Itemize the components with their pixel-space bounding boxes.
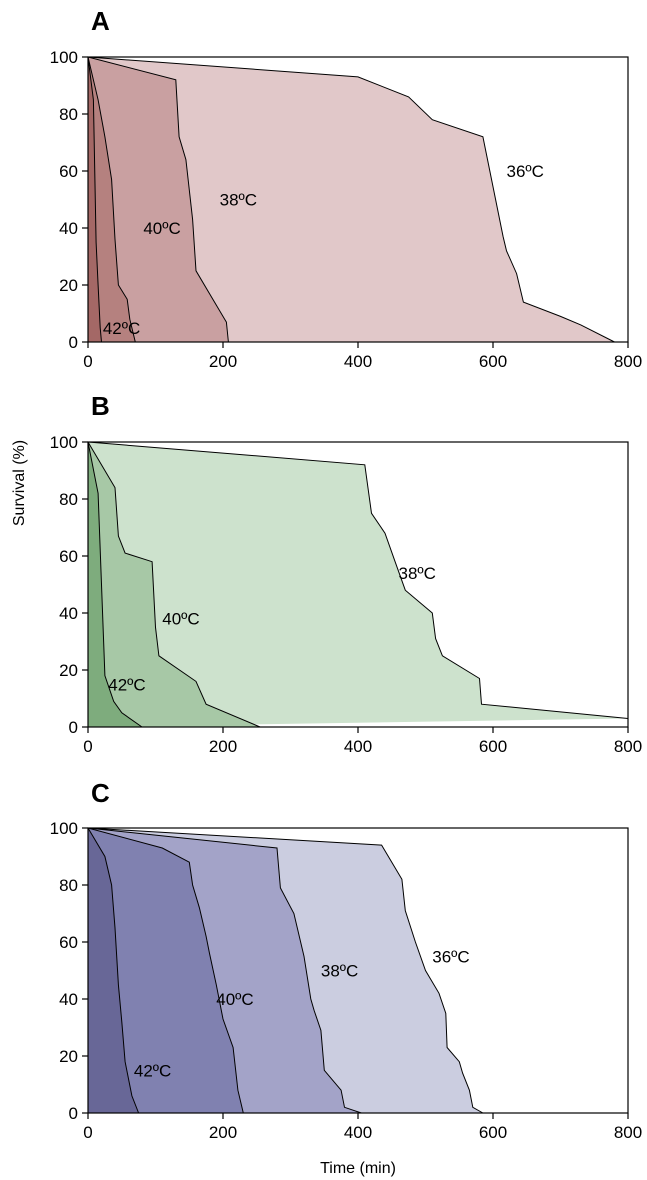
curve-label-40c: 40ºC — [162, 610, 199, 629]
x-axis-title: Time (min) — [320, 1160, 396, 1177]
x-tick-label: 200 — [209, 737, 237, 756]
curve-label-42c: 42ºC — [134, 1061, 171, 1080]
curve-label-38c: 38ºC — [321, 962, 358, 981]
area-38c — [88, 442, 628, 727]
curve-40c — [87, 56, 136, 343]
panel-c: 0 20 40 60 80 100 0 200 400 600 800 36ºC 38ºC 40ºC 42º… — [50, 778, 643, 1142]
area-36c — [88, 57, 615, 342]
area-42c — [88, 828, 139, 1113]
y-tick-label: 20 — [59, 661, 78, 680]
curve-42c — [87, 827, 140, 1114]
x-tick-label: 200 — [209, 1123, 237, 1142]
curve-40c — [87, 827, 244, 1114]
x-tick-label: 400 — [344, 737, 372, 756]
curve-40c — [87, 441, 261, 728]
panel-b: 0 20 40 60 80 100 0 200 400 600 800 38ºC 40ºC 42ºC B — [50, 391, 643, 756]
curve-36c — [87, 827, 484, 1114]
y-tick-label: 0 — [69, 1104, 78, 1123]
curve-label-38c: 38ºC — [220, 191, 257, 210]
y-tick-label: 40 — [59, 219, 78, 238]
x-tick-label: 0 — [83, 737, 92, 756]
y-tick-label: 20 — [59, 1047, 78, 1066]
y-tick-label: 80 — [59, 490, 78, 509]
area-40c — [88, 442, 261, 727]
x-tick-label: 600 — [479, 352, 507, 371]
x-tick-label: 0 — [83, 352, 92, 371]
curve-label-36c: 36ºC — [432, 947, 469, 966]
panel-label-c: C — [91, 778, 110, 808]
x-tick-label: 400 — [344, 1123, 372, 1142]
y-tick-label: 100 — [50, 819, 78, 838]
y-tick-label: 0 — [69, 333, 78, 352]
x-tick-label: 0 — [83, 1123, 92, 1142]
panel-label-b: B — [91, 391, 110, 421]
y-tick-label: 80 — [59, 876, 78, 895]
y-tick-label: 20 — [59, 276, 78, 295]
y-tick-label: 100 — [50, 48, 78, 67]
y-tick-label: 60 — [59, 162, 78, 181]
panel-label-a: A — [91, 6, 110, 36]
curve-label-42c: 42ºC — [103, 319, 140, 338]
y-tick-label: 40 — [59, 990, 78, 1009]
x-tick-label: 600 — [479, 1123, 507, 1142]
y-tick-label: 100 — [50, 433, 78, 452]
x-tick-label: 800 — [614, 352, 642, 371]
panel-a: 0 20 40 60 80 100 0 200 400 600 800 36ºC 38ºC 40ºC 42º… — [50, 6, 643, 371]
y-tick-label: 60 — [59, 547, 78, 566]
curve-label-36c: 36ºC — [507, 162, 544, 181]
curve-label-40c: 40ºC — [143, 219, 180, 238]
area-42c — [88, 57, 102, 342]
x-tick-label: 600 — [479, 737, 507, 756]
area-40c — [88, 828, 244, 1113]
y-tick-label: 60 — [59, 933, 78, 952]
x-tick-label: 200 — [209, 352, 237, 371]
y-tick-label: 80 — [59, 105, 78, 124]
x-tick-label: 800 — [614, 1123, 642, 1142]
curve-label-42c: 42ºC — [108, 675, 145, 694]
curve-42c — [87, 441, 143, 728]
y-tick-label: 0 — [69, 718, 78, 737]
curve-38c — [87, 441, 629, 719]
x-tick-label: 400 — [344, 352, 372, 371]
curve-38c — [87, 827, 362, 1114]
area-42c — [88, 442, 142, 727]
curve-38c — [87, 56, 229, 343]
x-tick-label: 800 — [614, 737, 642, 756]
curve-42c — [87, 56, 102, 343]
y-axis-title: Survival (%) — [11, 440, 28, 526]
y-tick-label: 40 — [59, 604, 78, 623]
curve-label-40c: 40ºC — [216, 990, 253, 1009]
curve-label-38c: 38ºC — [399, 564, 436, 583]
area-40c — [88, 57, 136, 342]
area-38c — [88, 57, 229, 342]
curve-36c — [87, 56, 615, 343]
